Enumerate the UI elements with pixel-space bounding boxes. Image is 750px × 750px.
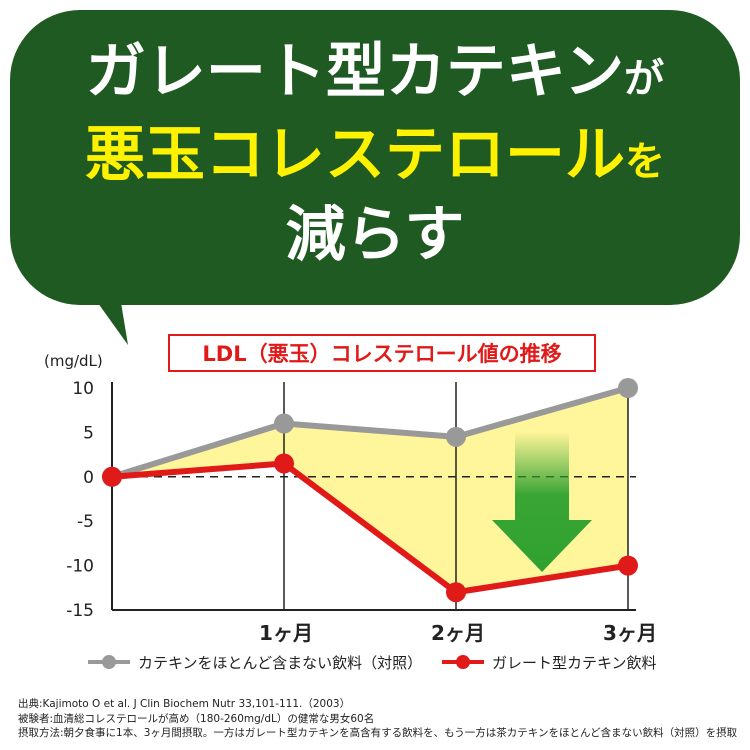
footnote-method: 摂取方法:朝夕食事に1本、3ヶ月間摂取。一方はガレート型カテキンを高含有する飲料… <box>18 727 738 739</box>
y-axis-unit: (mg/dL) <box>44 352 103 370</box>
headline-line-1-particle: が <box>624 56 665 102</box>
headline-line-3-text: 減らす <box>285 200 465 270</box>
data-point-control <box>446 426 466 447</box>
headline-line-1: ガレート型カテキンが <box>10 42 740 102</box>
data-point-catechin <box>618 555 638 576</box>
headline-line-2-particle: を <box>625 139 665 185</box>
y-tick-label: -10 <box>66 557 94 577</box>
series-line-catechin <box>111 460 629 596</box>
x-tick-label: 2ヶ月 <box>431 621 485 645</box>
legend-item-catechin: ガレート型カテキン飲料 <box>440 650 657 674</box>
footnotes: 出典:Kajimoto O et al. J Clin Biochem Nutr… <box>18 697 738 741</box>
legend-item-control: カテキンをほとんど含まない飲料（対照） <box>86 650 422 674</box>
y-tick-label: 10 <box>72 379 94 399</box>
headline-line-2: 悪玉コレステロールを <box>10 125 740 185</box>
series-line-control <box>111 385 629 480</box>
data-point-catechin <box>102 466 122 487</box>
legend-marker-catechin <box>442 655 484 669</box>
legend-label-catechin: ガレート型カテキン飲料 <box>492 653 657 672</box>
data-point-control <box>618 378 638 398</box>
headline-line-2-text: 悪玉コレステロール <box>85 120 625 190</box>
chart-title: LDL（悪玉）コレステロール値の推移 <box>168 334 596 372</box>
legend-marker-control <box>88 655 130 669</box>
y-tick-label: -15 <box>66 601 94 621</box>
data-point-catechin <box>446 582 466 603</box>
y-tick-label: 5 <box>83 423 94 443</box>
legend-label-control: カテキンをほとんど含まない飲料（対照） <box>138 653 423 672</box>
y-tick-label: 0 <box>83 468 94 488</box>
data-point-catechin <box>274 453 294 474</box>
footnote-subjects: 被験者:血清総コレステロールが高め（180-260mg/dL）の健常な男女60名 <box>18 712 375 725</box>
x-tick-label: 1ヶ月 <box>259 621 313 645</box>
speech-bubble <box>10 10 740 305</box>
headline-line-3: 減らす <box>10 205 740 265</box>
headline-line-1-text: ガレート型カテキン <box>85 37 625 107</box>
down-arrow-icon <box>492 432 592 572</box>
y-tick-label: -5 <box>77 512 94 532</box>
x-tick-label: 3ヶ月 <box>603 621 657 645</box>
data-point-control <box>274 413 294 434</box>
footnote-source: 出典:Kajimoto O et al. J Clin Biochem Nutr… <box>18 698 351 710</box>
